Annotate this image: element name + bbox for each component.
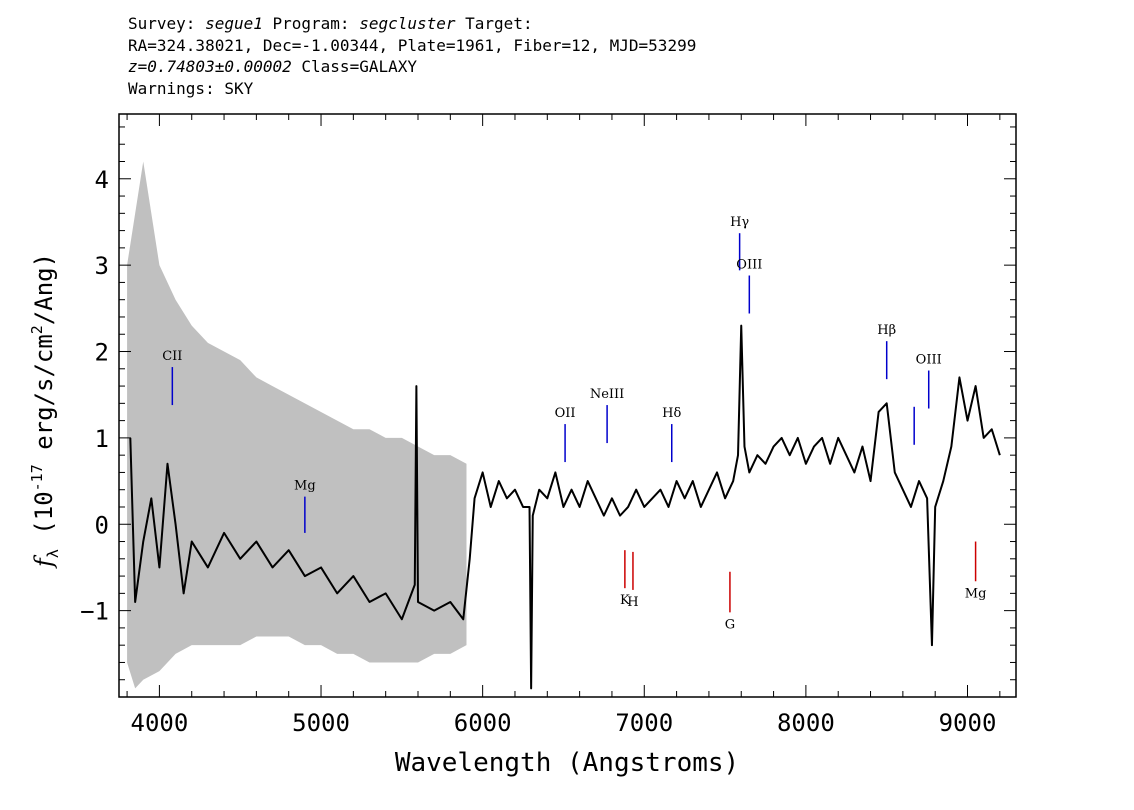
y-tick-label: 1 <box>95 425 109 453</box>
absorption-line-label: H <box>627 595 638 610</box>
redshift-value: z=0.74803±0.00002 <box>128 57 292 76</box>
y-axis-label-text: fλ (10-17 erg/s/cm2/Ang) <box>28 253 62 569</box>
header-survey-line: Survey: segue1 Program: segcluster Targe… <box>128 13 696 35</box>
survey-label: Survey: <box>128 14 206 33</box>
x-axis-label: Wavelength (Angstroms) <box>395 748 739 778</box>
flux-series <box>129 324 1001 690</box>
plot-frame <box>118 113 1017 698</box>
target-label: Target: <box>455 14 533 33</box>
program-value: segcluster <box>359 14 456 33</box>
y-tick-label: −1 <box>80 598 109 626</box>
line-markers: CII Mg OII NeIII Hδ Hγ OIII Hβ OIII KH G Mg <box>162 215 986 632</box>
absorption-line-label: G <box>725 617 735 632</box>
emission-line-label: CII <box>162 349 182 364</box>
emission-line-label: NeIII <box>590 387 624 402</box>
x-tick-label: 7000 <box>615 709 673 737</box>
x-tick-label: 4000 <box>131 709 189 737</box>
y-tick-label: 4 <box>95 166 109 194</box>
program-label: Program: <box>262 14 360 33</box>
header-warnings-line: Warnings: SKY <box>128 78 254 98</box>
axis-ticks: 4000 5000 6000 7000 8000 9000 −1 0 1 2 3 4 <box>80 114 1016 737</box>
header-redshift-line: z=0.74803±0.00002 Class=GALAXY <box>128 56 696 78</box>
header-coordinates-line: RA=324.38021, Dec=-1.00344, Plate=1961, … <box>128 35 697 55</box>
emission-line-label: Hγ <box>730 215 749 230</box>
emission-line-label: Mg <box>294 479 316 494</box>
flux-line <box>129 324 1001 690</box>
x-tick-label: 9000 <box>939 709 997 737</box>
spectrum-header: Survey: segue1 Program: segcluster Targe… <box>128 13 696 99</box>
y-tick-label: 2 <box>95 339 109 367</box>
y-axis-label: fλ (10-17 erg/s/cm2/Ang) <box>28 253 62 569</box>
y-tick-label: 0 <box>95 511 109 539</box>
y-tick-label: 3 <box>95 252 109 280</box>
class-value: Class=GALAXY <box>291 57 417 76</box>
survey-value: segue1 <box>205 14 263 33</box>
emission-line-label: Hδ <box>662 406 681 421</box>
emission-line-label: OIII <box>916 353 942 368</box>
absorption-line-label: K <box>620 593 630 608</box>
x-tick-label: 5000 <box>292 709 350 737</box>
emission-line-label: OII <box>555 406 576 421</box>
absorption-line-label: Mg <box>965 586 987 601</box>
x-tick-label: 6000 <box>454 709 512 737</box>
emission-line-label: OIII <box>736 258 762 273</box>
emission-line-label: Hβ <box>877 323 896 338</box>
x-tick-label: 8000 <box>777 709 835 737</box>
